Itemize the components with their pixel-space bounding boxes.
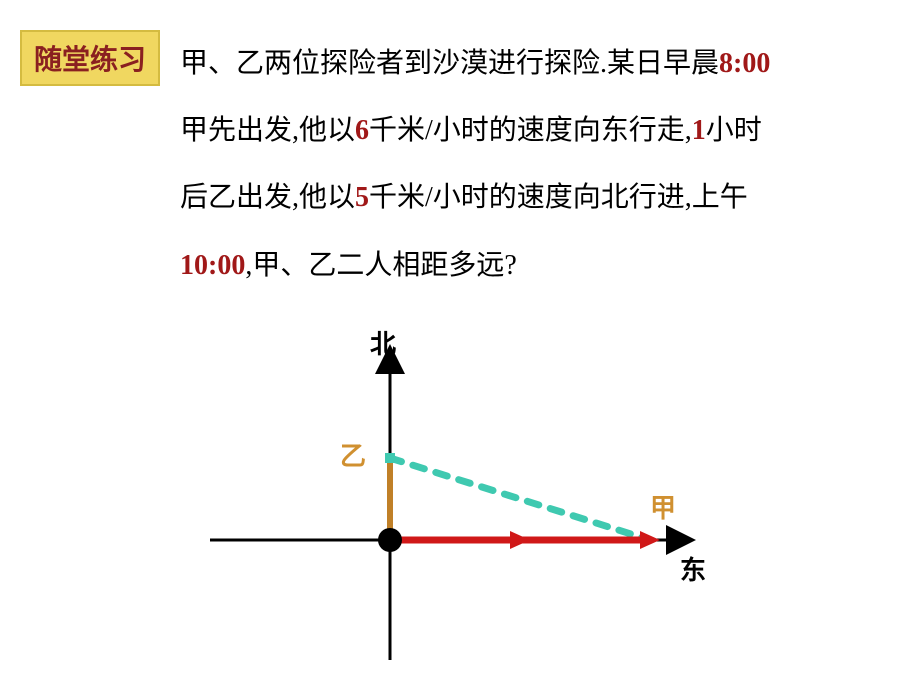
jia-label: 甲 — [650, 488, 676, 525]
east-label: 东 — [680, 550, 706, 587]
t4b: ,甲、乙二人相距多远? — [245, 250, 516, 281]
yi-label: 乙 — [340, 436, 366, 473]
t3a: 后乙出发,他以 — [180, 182, 355, 213]
t4a: 10:00 — [180, 250, 245, 281]
north-label: 北 — [370, 324, 396, 361]
problem-text: 甲、乙两位探险者到沙漠进行探险.某日早晨8:00 甲先出发,他以6千米/小时的速… — [180, 30, 880, 299]
exercise-badge: 随堂练习 — [20, 30, 160, 86]
t2a: 甲先出发,他以 — [180, 115, 355, 146]
t1b: 8:00 — [719, 48, 770, 79]
t2c: 千米/小时的速度向东行走, — [369, 115, 692, 146]
coordinate-diagram: 北 东 乙 甲 — [180, 330, 740, 670]
t2b: 6 — [355, 115, 369, 146]
t2d: 1 — [692, 115, 706, 146]
t1a: 甲、乙两位探险者到沙漠进行探险.某日早晨 — [180, 48, 719, 79]
t2e: 小时 — [706, 115, 762, 146]
t3c: 千米/小时的速度向北行进,上午 — [369, 182, 748, 213]
t3b: 5 — [355, 182, 369, 213]
